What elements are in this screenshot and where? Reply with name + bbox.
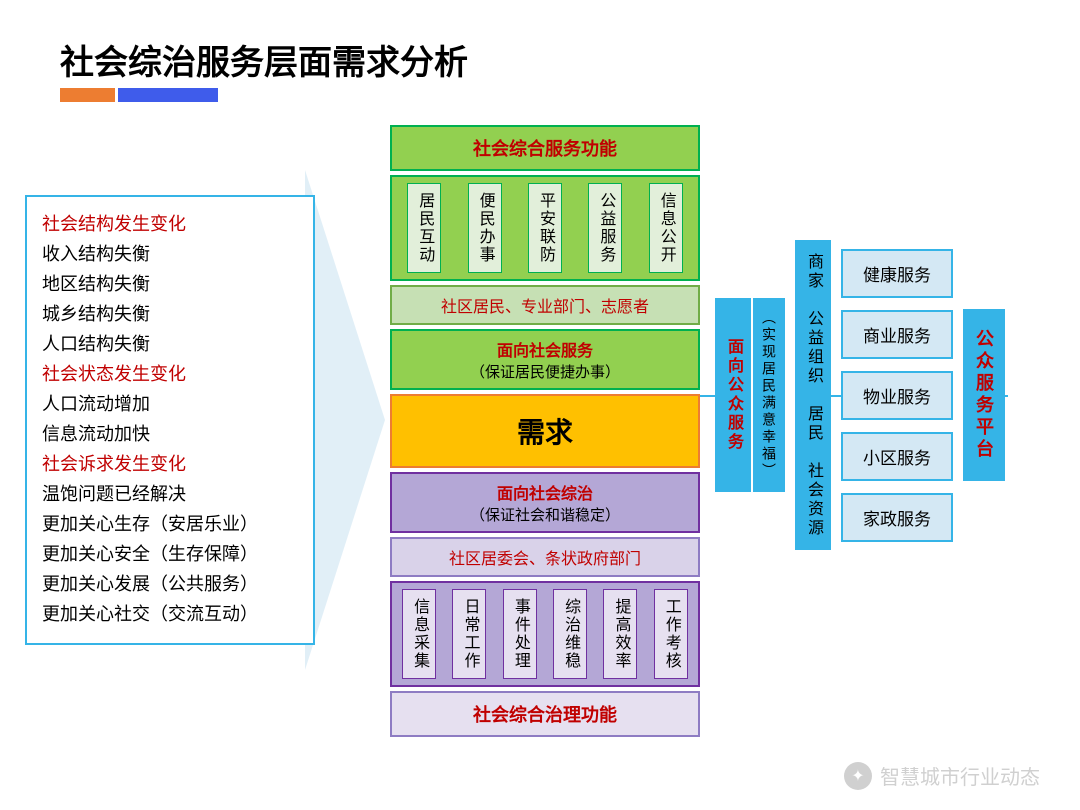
- right-bar2: 商家 公益组织 居民 社会资源: [795, 240, 831, 550]
- top-sub: 社区居民、专业部门、志愿者: [390, 285, 700, 325]
- left-item: 信息流动加快: [42, 419, 298, 449]
- service-item: 小区服务: [841, 432, 953, 481]
- mid-top-title: 面向社会服务: [402, 337, 688, 361]
- center-column: 社会综合服务功能 居民互动便民办事平安联防公益服务信息公开 社区居民、专业部门、…: [390, 125, 700, 741]
- left-item: 更加关心安全（生存保障）: [42, 539, 298, 569]
- left-item: 人口流动增加: [42, 389, 298, 419]
- bot-item: 事件处理: [503, 589, 537, 679]
- left-item: 更加关心生存（安居乐业）: [42, 509, 298, 539]
- watermark: ✦ 智慧城市行业动态: [844, 761, 1040, 790]
- accent-bar-orange: [60, 88, 115, 102]
- top-item: 平安联防: [528, 183, 562, 273]
- service-item: 健康服务: [841, 249, 953, 298]
- left-item: 收入结构失衡: [42, 239, 298, 269]
- bot-item: 日常工作: [452, 589, 486, 679]
- left-item: 温饱问题已经解决: [42, 479, 298, 509]
- right-bar3: 公众服务平台: [963, 309, 1005, 481]
- wechat-icon: ✦: [844, 762, 872, 790]
- service-item: 物业服务: [841, 371, 953, 420]
- left-item: 更加关心发展（公共服务）: [42, 569, 298, 599]
- right-bar1a: 面向公众服务: [715, 298, 751, 492]
- mid-bot-title: 面向社会综治: [402, 480, 688, 504]
- bot-sub: 社区居委会、条状政府部门: [390, 537, 700, 577]
- bot-items-row: 信息采集日常工作事件处理综治维稳提高效率工作考核: [390, 581, 700, 687]
- top-item: 便民办事: [468, 183, 502, 273]
- top-items-row: 居民互动便民办事平安联防公益服务信息公开: [390, 175, 700, 281]
- top-header: 社会综合服务功能: [390, 125, 700, 171]
- mid-bot-sub: （保证社会和谐稳定）: [402, 504, 688, 525]
- service-item: 家政服务: [841, 493, 953, 542]
- top-item: 信息公开: [649, 183, 683, 273]
- left-item: 城乡结构失衡: [42, 299, 298, 329]
- accent-bar-blue: [118, 88, 218, 102]
- right-bar1b: （实现居民满意幸福）: [753, 298, 785, 492]
- left-item: 更加关心社交（交流互动）: [42, 599, 298, 629]
- left-item: 社会结构发生变化: [42, 209, 298, 239]
- bot-item: 工作考核: [654, 589, 688, 679]
- arrow-shape: [305, 170, 385, 670]
- mid-bot: 面向社会综治 （保证社会和谐稳定）: [390, 472, 700, 533]
- left-item: 社会诉求发生变化: [42, 449, 298, 479]
- left-item: 地区结构失衡: [42, 269, 298, 299]
- left-item: 人口结构失衡: [42, 329, 298, 359]
- service-list: 健康服务商业服务物业服务小区服务家政服务: [841, 249, 953, 542]
- left-panel: 社会结构发生变化收入结构失衡地区结构失衡城乡结构失衡人口结构失衡社会状态发生变化…: [25, 195, 315, 645]
- left-item: 社会状态发生变化: [42, 359, 298, 389]
- bot-item: 信息采集: [402, 589, 436, 679]
- top-item: 公益服务: [588, 183, 622, 273]
- page-title: 社会综治服务层面需求分析: [60, 35, 468, 84]
- right-section: 面向公众服务 （实现居民满意幸福） 商家 公益组织 居民 社会资源 健康服务商业…: [715, 230, 1005, 560]
- demand-box: 需求: [390, 394, 700, 468]
- mid-top-sub: （保证居民便捷办事）: [402, 361, 688, 382]
- bot-item: 提高效率: [603, 589, 637, 679]
- service-item: 商业服务: [841, 310, 953, 359]
- watermark-text: 智慧城市行业动态: [880, 761, 1040, 790]
- top-item: 居民互动: [407, 183, 441, 273]
- bot-item: 综治维稳: [553, 589, 587, 679]
- bot-header: 社会综合治理功能: [390, 691, 700, 737]
- mid-top: 面向社会服务 （保证居民便捷办事）: [390, 329, 700, 390]
